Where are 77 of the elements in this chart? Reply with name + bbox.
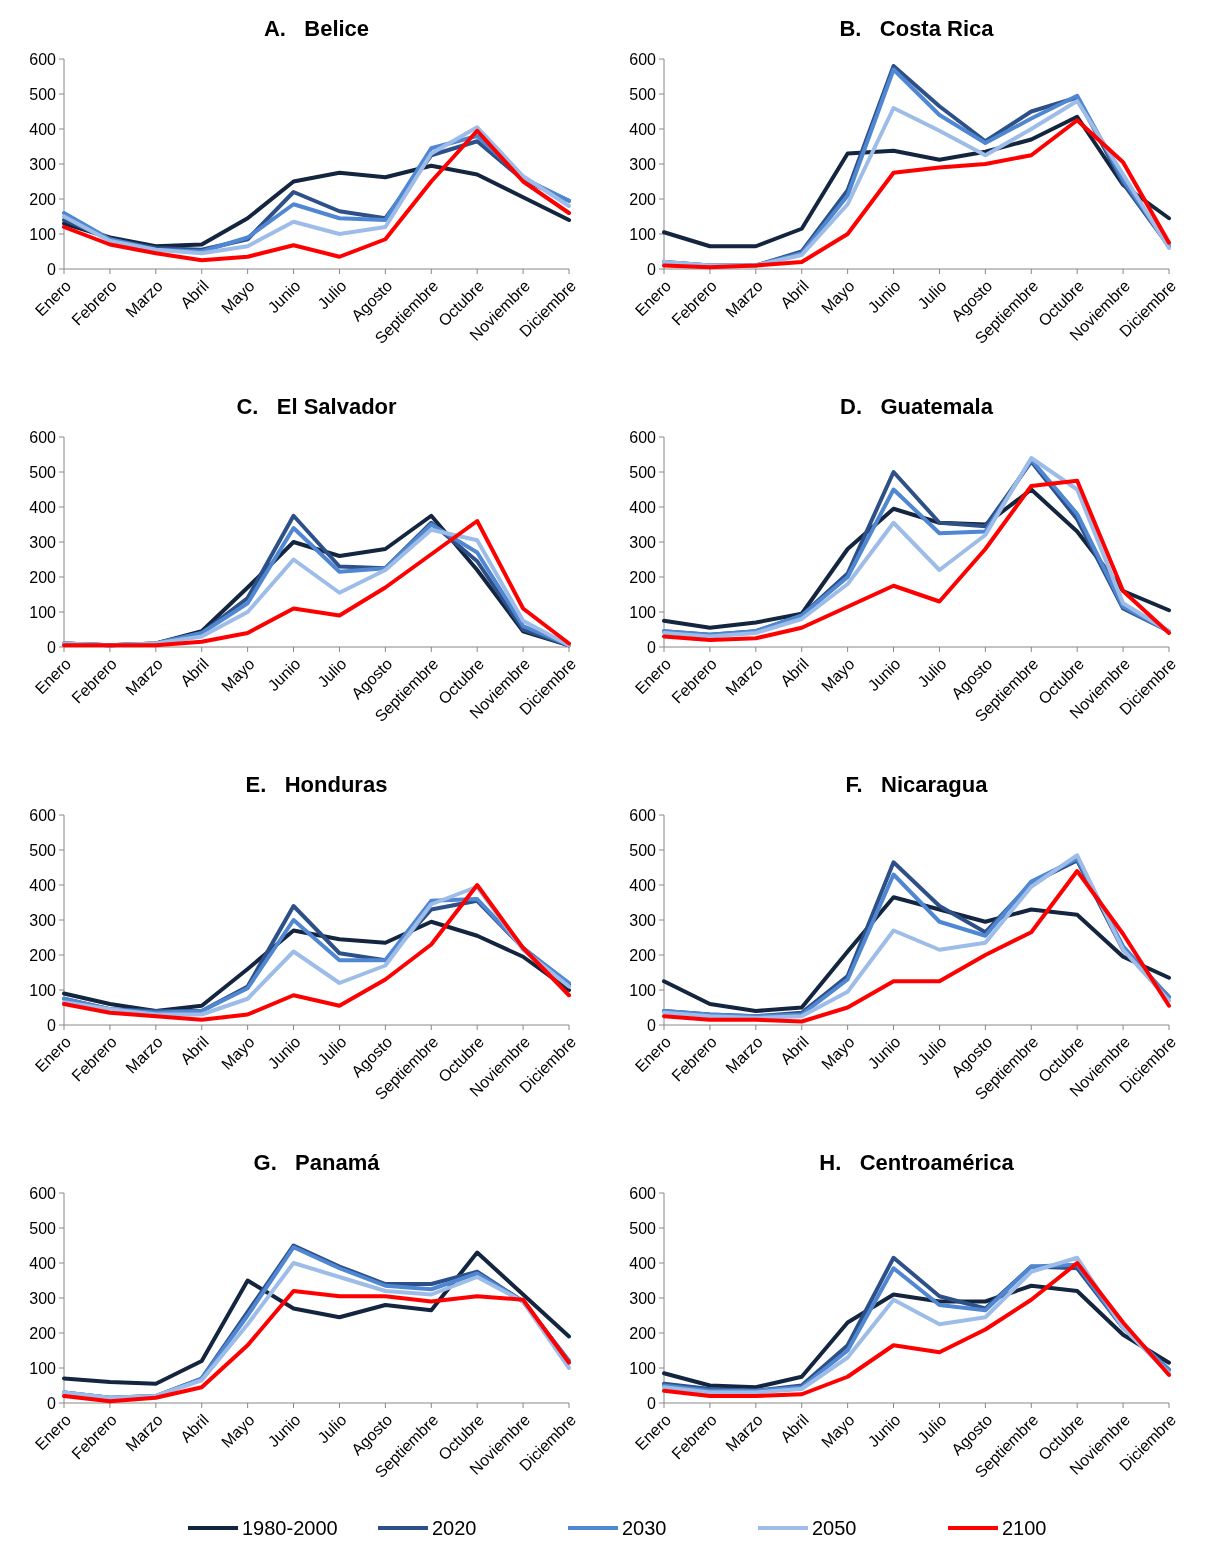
legend-label: 1980-2000 [242,1517,338,1539]
y-tick-label: 300 [629,1289,657,1307]
y-tick-label: 600 [629,50,657,68]
y-tick-label: 500 [629,463,657,481]
y-tick-label: 500 [629,85,657,103]
y-tick-label: 200 [629,946,657,964]
chart-title: B. Costa Rica [839,16,995,41]
legend-label: 2050 [812,1517,857,1539]
y-tick-label: 400 [629,876,657,894]
chart-title: H. Centroamérica [819,1150,1015,1175]
legend-label: 2100 [1002,1517,1047,1539]
y-tick-label: 0 [647,1016,657,1034]
legend-label: 2030 [622,1517,667,1539]
y-tick-label: 400 [29,120,57,138]
y-tick-label: 300 [29,533,57,551]
y-tick-label: 100 [629,1359,657,1377]
y-tick-label: 200 [29,1324,57,1342]
y-tick-label: 400 [29,876,57,894]
y-tick-label: 400 [629,120,657,138]
y-tick-label: 200 [29,946,57,964]
y-tick-label: 500 [29,463,57,481]
x-tick-label: Julio [314,1410,350,1447]
chart-title: G. Panamá [253,1150,381,1175]
chart-title: D. Guatemala [840,394,994,419]
y-tick-label: 0 [47,260,57,278]
y-tick-label: 300 [629,155,657,173]
x-tick-label: Julio [314,654,350,691]
y-tick-label: 600 [29,428,57,446]
y-tick-label: 200 [629,1324,657,1342]
y-tick-label: 100 [29,225,57,243]
y-tick-label: 0 [647,1394,657,1412]
y-tick-label: 500 [29,841,57,859]
y-tick-label: 200 [629,190,657,208]
y-tick-label: 300 [29,155,57,173]
y-tick-label: 600 [29,1184,57,1202]
y-tick-label: 400 [629,1254,657,1272]
y-tick-label: 500 [629,841,657,859]
y-tick-label: 200 [29,568,57,586]
x-tick-label: Julio [914,1032,950,1069]
y-tick-label: 600 [29,50,57,68]
y-tick-label: 100 [629,981,657,999]
y-tick-label: 100 [629,603,657,621]
y-tick-label: 600 [629,1184,657,1202]
y-tick-label: 300 [29,1289,57,1307]
x-tick-label: Julio [314,276,350,313]
y-tick-label: 600 [29,806,57,824]
y-tick-label: 100 [629,225,657,243]
y-tick-label: 200 [29,190,57,208]
y-tick-label: 0 [647,638,657,656]
x-tick-label: Julio [914,654,950,691]
x-tick-label: Julio [314,1032,350,1069]
y-tick-label: 0 [647,260,657,278]
chart-title: E. Honduras [245,772,388,797]
y-tick-label: 100 [29,603,57,621]
x-tick-label: Julio [914,276,950,313]
chart-title: C. El Salvador [236,394,398,419]
y-tick-label: 0 [47,638,57,656]
legend-label: 2020 [432,1517,477,1539]
y-tick-label: 400 [29,498,57,516]
y-tick-label: 600 [629,806,657,824]
y-tick-label: 300 [629,911,657,929]
y-tick-label: 300 [629,533,657,551]
x-tick-label: Julio [914,1410,950,1447]
chart-title: A. Belice [263,16,370,41]
y-tick-label: 0 [47,1016,57,1034]
y-tick-label: 200 [629,568,657,586]
y-tick-label: 100 [29,1359,57,1377]
y-tick-label: 500 [629,1219,657,1237]
y-tick-label: 300 [29,911,57,929]
y-tick-label: 600 [629,428,657,446]
y-tick-label: 500 [29,1219,57,1237]
y-tick-label: 400 [29,1254,57,1272]
y-tick-label: 100 [29,981,57,999]
y-tick-label: 400 [629,498,657,516]
chart-title: F. Nicaragua [845,772,989,797]
y-tick-label: 0 [47,1394,57,1412]
y-tick-label: 500 [29,85,57,103]
